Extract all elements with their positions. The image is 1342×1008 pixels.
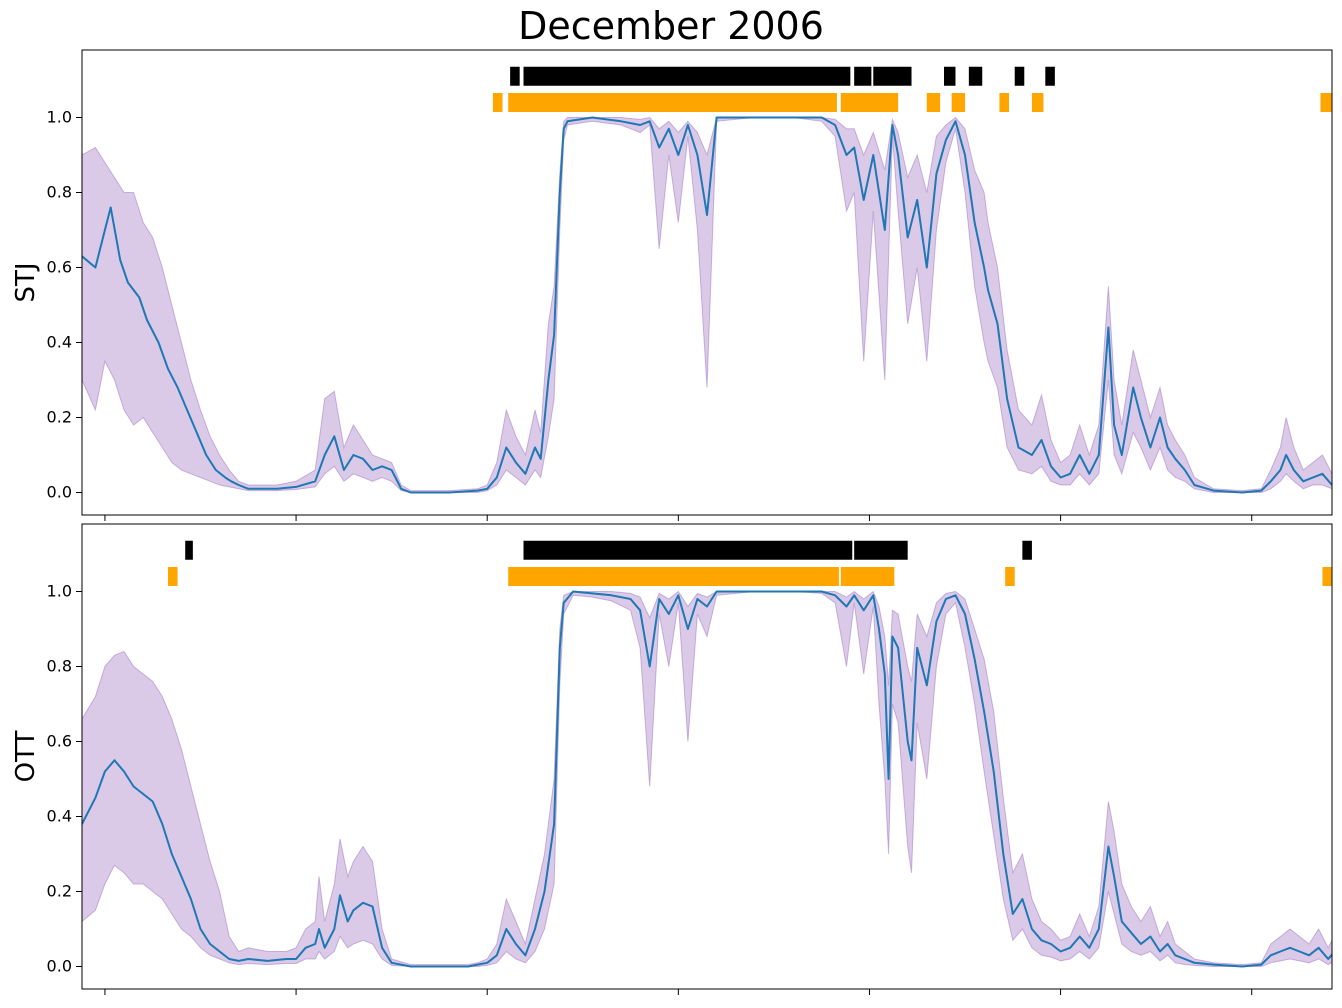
orange-interval-bar xyxy=(1031,93,1044,112)
orange-interval-bar xyxy=(1322,567,1332,586)
y-axis-label: STJ xyxy=(11,262,41,302)
y-tick-label: 0.0 xyxy=(47,957,72,976)
orange-interval-bar xyxy=(840,567,895,586)
black-interval-bar xyxy=(873,66,912,86)
orange-interval-bar xyxy=(999,93,1009,112)
y-tick-label: 1.0 xyxy=(47,582,72,601)
black-interval-bar xyxy=(523,66,851,86)
black-interval-bar xyxy=(944,66,956,86)
plot-area xyxy=(82,66,1342,494)
axes-frame xyxy=(81,49,1333,516)
y-tick-label: 0.4 xyxy=(47,807,72,826)
panel-stj: 0.0 0.2 0.4 0.6 0.8 1.0 STJ xyxy=(11,49,1342,521)
series-line xyxy=(82,116,1332,494)
black-interval-bar xyxy=(1014,66,1025,86)
chart-title: December 2006 xyxy=(518,4,824,48)
black-interval-bar xyxy=(854,66,872,86)
panel-ott: 0.0 0.2 0.4 0.6 0.8 1.0 OTT xyxy=(11,523,1342,995)
orange-interval-bar xyxy=(1005,567,1015,586)
y-tick-label: 0.8 xyxy=(47,657,72,676)
y-axis-label: OTT xyxy=(11,731,41,783)
orange-interval-bar xyxy=(492,93,503,112)
y-tick-label: 0.6 xyxy=(47,732,72,751)
y-tick-label: 0.8 xyxy=(47,183,72,202)
y-tick-label: 0.2 xyxy=(47,408,72,427)
black-interval-bar xyxy=(523,540,853,560)
y-tick-label: 0.4 xyxy=(47,333,72,352)
uncertainty-band xyxy=(82,590,1332,967)
black-interval-bar xyxy=(510,66,520,86)
black-interval-bar xyxy=(1336,67,1342,86)
series-line xyxy=(82,590,1332,968)
orange-interval-bar xyxy=(951,93,966,112)
y-tick-label: 0.6 xyxy=(47,258,72,277)
black-interval-bar xyxy=(185,540,193,560)
orange-interval-bar xyxy=(508,567,839,586)
plot-area xyxy=(82,540,1342,968)
uncertainty-band xyxy=(82,116,1332,493)
orange-interval-bar xyxy=(168,567,178,586)
y-tick-label: 0.0 xyxy=(47,483,72,502)
orange-interval-bar xyxy=(1320,93,1332,112)
black-interval-bar xyxy=(1338,541,1342,560)
axes-frame xyxy=(81,523,1333,990)
orange-interval-bar xyxy=(926,93,941,112)
y-tick-label: 1.0 xyxy=(47,108,72,127)
orange-interval-bar xyxy=(840,93,899,112)
black-interval-bar xyxy=(1045,66,1055,86)
black-interval-bar xyxy=(968,66,983,86)
y-tick-label: 0.2 xyxy=(47,882,72,901)
orange-interval-bar xyxy=(508,93,837,112)
black-interval-bar xyxy=(854,540,908,560)
black-interval-bar xyxy=(1022,540,1032,560)
